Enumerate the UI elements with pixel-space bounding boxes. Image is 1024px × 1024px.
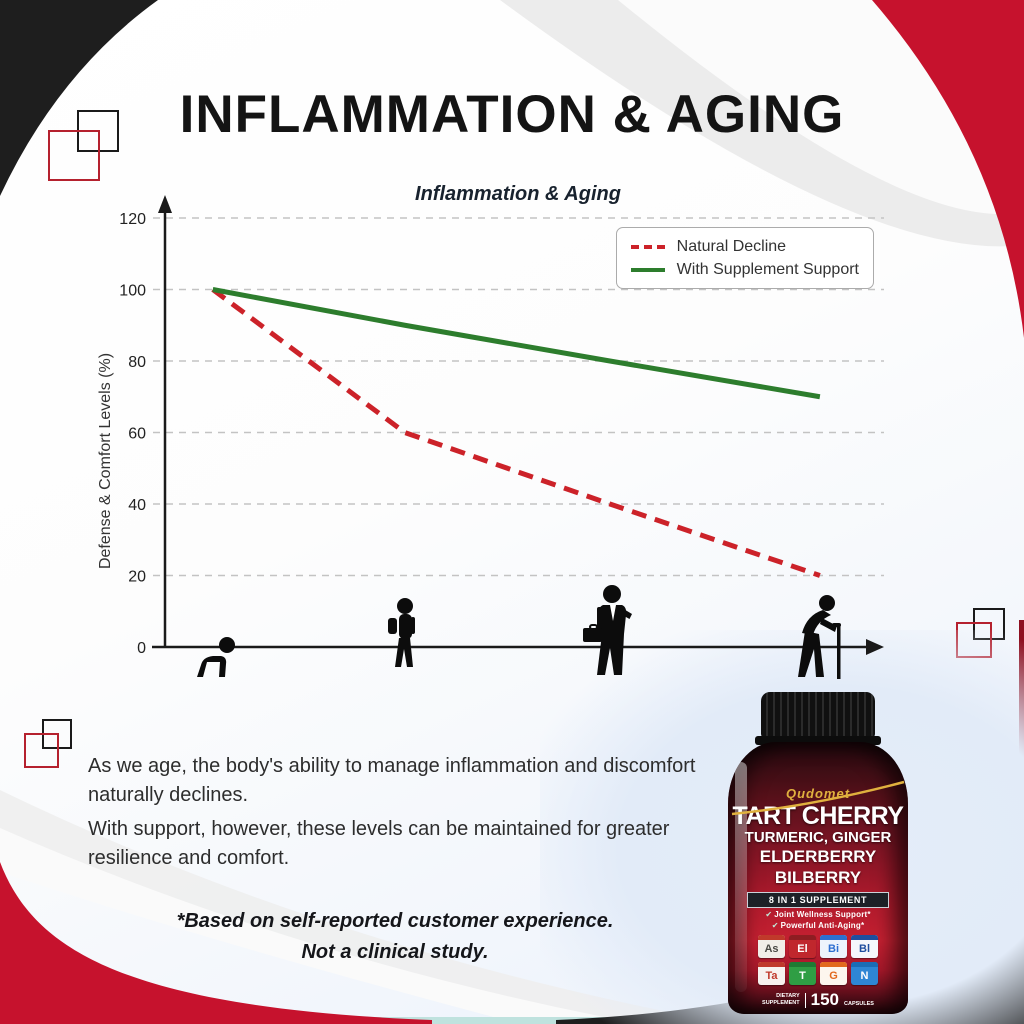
tile-header-bar — [820, 935, 847, 941]
ingredient-tile-g: G — [820, 962, 847, 986]
supplement-badge: 8 IN 1 SUPPLEMENT — [747, 892, 889, 909]
page-title: INFLAMMATION & AGING — [179, 85, 845, 144]
svg-text:100: 100 — [119, 283, 146, 300]
check-icon: ✔ — [771, 921, 779, 931]
svg-text:20: 20 — [128, 569, 146, 586]
body-paragraph-decline: As we age, the body's ability to manage … — [88, 755, 696, 806]
tile-header-bar — [820, 962, 847, 968]
ingredient-tile-t: T — [789, 962, 816, 986]
product-title-line1: TART CHERRY — [732, 802, 904, 830]
elderly-cane-icon — [798, 595, 841, 679]
legend-item: With Supplement Support — [630, 258, 859, 281]
corner-wedge-top-right — [872, 0, 1024, 338]
product-title-line4: BILBERRY — [774, 867, 862, 887]
adult-briefcase-icon — [583, 585, 632, 675]
gold-arc-decoration — [731, 780, 905, 816]
tile-label: As — [764, 943, 779, 956]
ingredient-tile-el: El — [789, 935, 816, 959]
crawling-baby-icon — [197, 637, 235, 677]
tile-label: N — [860, 970, 869, 983]
disclaimer-text: *Based on self-reported customer experie… — [110, 906, 680, 968]
chart-plot-area: 0 20 40 60 80 100 120 Defense & Comfort Levels … — [97, 195, 884, 657]
bullet-anti-aging: ✔ Powerful Anti-Aging* — [771, 921, 865, 931]
brand-name: Qudomet — [785, 786, 851, 801]
ingredient-tile-bi: Bi — [820, 935, 847, 959]
tile-header-bar — [789, 962, 816, 968]
divider — [804, 992, 806, 1008]
dashed-line-swatch — [630, 244, 665, 249]
legend-label: With Supplement Support — [676, 261, 859, 278]
tile-header-bar — [758, 962, 785, 968]
tile-label: G — [829, 970, 838, 983]
svg-text:60: 60 — [128, 426, 146, 443]
tile-label: T — [799, 970, 806, 983]
tile-label: Bi — [828, 943, 839, 956]
svg-text:80: 80 — [128, 354, 146, 371]
disclaimer-line-2: Not a clinical study. — [301, 941, 489, 963]
capsule-count-row: DIETARY SUPPLEMENT 150 CAPSULES — [728, 990, 908, 1010]
capsule-count: 150 — [810, 990, 839, 1010]
ingredient-tile-bl: Bl — [851, 935, 878, 959]
ingredient-tiles: As El Bi Bl Ta T G N — [728, 935, 908, 986]
product-title-line2: TURMERIC, GINGER — [744, 829, 892, 847]
svg-text:40: 40 — [128, 497, 146, 514]
svg-text:0: 0 — [137, 640, 146, 657]
tile-header-bar — [851, 962, 878, 968]
tile-header-bar — [758, 935, 785, 941]
check-icon: ✔ — [765, 910, 773, 920]
bottle-label: Qudomet TART CHERRY TURMERIC, GINGER ELD… — [728, 742, 908, 1014]
body-paragraph-support: With support, however, these levels can … — [88, 818, 670, 869]
tile-label: El — [797, 943, 808, 956]
chart-legend: Natural Decline With Supplement Support — [615, 227, 874, 289]
legend-item: Natural Decline — [630, 235, 859, 258]
capsule-unit: CAPSULES — [844, 1001, 874, 1008]
legend-label: Natural Decline — [676, 238, 787, 255]
bullet-joint-wellness: ✔ Joint Wellness Support* — [765, 910, 871, 920]
chart-title: Inflammation & Aging — [415, 183, 621, 205]
inflammation-aging-chart: Inflammation & Aging Natural Decline With… — [88, 183, 888, 688]
square-ornament-red-top-left — [48, 130, 100, 181]
svg-text:120: 120 — [119, 211, 146, 228]
svg-text:Defense & Comfort Levels (%): Defense & Comfort Levels (%) — [97, 353, 114, 569]
product-bottle: Qudomet TART CHERRY TURMERIC, GINGER ELD… — [728, 692, 908, 1014]
bottle-cap — [761, 692, 875, 738]
ingredient-tile-ta: Ta — [758, 962, 785, 986]
ingredient-tile-n: N — [851, 962, 878, 986]
child-backpack-icon — [388, 598, 415, 667]
square-ornament-red-left — [24, 733, 59, 768]
solid-line-swatch — [630, 267, 665, 272]
bottle-cap-lip — [755, 736, 881, 745]
ingredient-tile-as: As — [758, 935, 785, 959]
product-title-line3: ELDERBERRY — [759, 847, 877, 867]
tile-label: Bl — [859, 943, 870, 956]
disclaimer-line-1: *Based on self-reported customer experie… — [176, 910, 614, 932]
tile-header-bar — [851, 935, 878, 941]
dietary-supplement-label: DIETARY SUPPLEMENT — [762, 993, 800, 1007]
tile-label: Ta — [765, 970, 778, 983]
tile-header-bar — [789, 935, 816, 941]
